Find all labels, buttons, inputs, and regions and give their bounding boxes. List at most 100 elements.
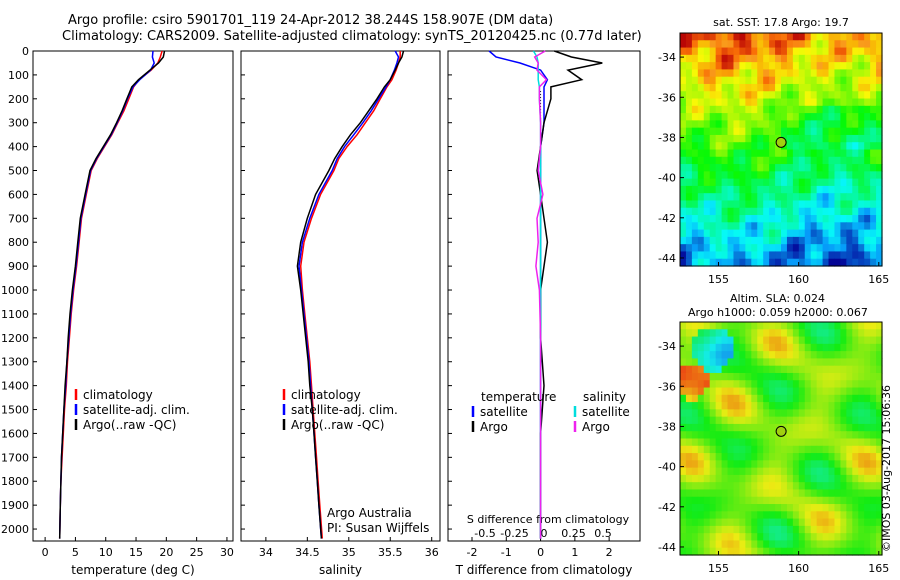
- sla-map-cell: [715, 445, 723, 454]
- sla-map-cell: [781, 460, 788, 469]
- sla-map-cell: [697, 504, 705, 512]
- sla-map-cell: [864, 460, 871, 469]
- sla-map-cell: [763, 387, 770, 396]
- sla-map-cell: [816, 533, 824, 542]
- sst-map-cell: [840, 207, 847, 216]
- sst-map-cell: [715, 91, 723, 100]
- sla-map-cell: [804, 474, 812, 483]
- sst-map-cell: [733, 113, 741, 121]
- sst-map-cell: [680, 171, 687, 180]
- sst-map-cell: [703, 127, 711, 136]
- sst-map-cell: [709, 120, 717, 129]
- sst-map-cell: [775, 258, 782, 267]
- sst-map-cell: [840, 164, 847, 172]
- sst-map-cell: [763, 76, 770, 85]
- sst-map-cell: [769, 33, 776, 41]
- sla-map-cell: [846, 547, 853, 556]
- sst-map-cell: [685, 83, 693, 92]
- sst-map-cell: [757, 120, 764, 129]
- sst-map-cell: [798, 171, 806, 180]
- sla-map-cell: [739, 402, 746, 410]
- sst-map-cell: [810, 91, 818, 100]
- sla-map-cell: [846, 416, 853, 425]
- sst-map-cell: [852, 200, 859, 209]
- sla-map-cell: [769, 387, 776, 396]
- sst-map-cell: [858, 54, 865, 63]
- sst-map-cell: [822, 69, 830, 78]
- depth-tick-label: 1500: [1, 404, 29, 417]
- sla-map-cell: [680, 540, 687, 549]
- sla-map-cell: [751, 351, 758, 360]
- sst-map-cell: [852, 62, 859, 71]
- sla-map-cell: [727, 322, 735, 330]
- sst-map-cell: [876, 69, 883, 78]
- sla-map-cell: [828, 336, 836, 345]
- sst-map-cell: [745, 258, 752, 267]
- sla-map-cell: [786, 504, 794, 512]
- sst-map-cell: [763, 258, 770, 267]
- sst-map-cell: [727, 127, 735, 136]
- sst-map-cell: [840, 142, 847, 151]
- sla-map-cell: [769, 431, 776, 440]
- sla-map-cell: [804, 423, 812, 432]
- sla-map-cell: [721, 431, 729, 440]
- sla-map-cell: [834, 322, 842, 330]
- sla-map-cell: [685, 343, 693, 352]
- s-diff-x-tick-label: -0.25: [500, 527, 528, 540]
- sla-map-cell: [715, 525, 723, 534]
- sst-map-cell: [697, 156, 705, 165]
- sla-map-cell: [834, 329, 842, 338]
- sst-map-cell: [810, 236, 818, 245]
- sla-map-cell: [804, 547, 812, 556]
- sla-map-cell: [680, 343, 687, 352]
- sla-map-cell: [810, 329, 818, 338]
- sst-map-cell: [804, 33, 812, 41]
- sla-map-cell: [846, 474, 853, 483]
- sst-map-cell: [846, 215, 853, 223]
- sla-map-cell: [733, 423, 741, 432]
- sla-map-cell: [680, 387, 687, 396]
- sla-map-cell: [834, 336, 842, 345]
- sla-map-cell: [727, 329, 735, 338]
- sla-map-cell: [822, 496, 830, 505]
- sst-map-cell: [697, 171, 705, 180]
- sla-map-cell: [852, 394, 859, 403]
- sla-map-cell: [680, 423, 687, 432]
- sla-map-cell: [685, 518, 693, 527]
- sla-map-cell: [680, 453, 687, 461]
- sst-map-cell: [745, 120, 752, 129]
- sst-map-cell: [858, 98, 865, 107]
- sla-map-cell: [733, 467, 741, 476]
- sst-map-cell: [876, 76, 883, 85]
- sla-map-cell: [786, 489, 794, 498]
- sla-map-cell: [751, 533, 758, 542]
- sst-map-cell: [804, 236, 812, 245]
- sla-map-cell: [715, 365, 723, 374]
- sst-map-cell: [763, 142, 770, 151]
- sla-y-tick-label: -44: [658, 541, 676, 554]
- sla-map-cell: [697, 518, 705, 527]
- sla-map-cell: [781, 343, 788, 352]
- sst-map-cell: [739, 62, 746, 71]
- sst-map-cell: [680, 83, 687, 92]
- sst-map-cell: [751, 200, 758, 209]
- sla-map-cell: [691, 540, 699, 549]
- sst-map-cell: [751, 258, 758, 267]
- sst-map-cell: [757, 164, 764, 172]
- sla-map-cell: [703, 540, 711, 549]
- sla-map-cell: [769, 343, 776, 352]
- sla-map-cell: [858, 431, 865, 440]
- sst-map-cell: [703, 215, 711, 223]
- sla-map-cell: [697, 365, 705, 374]
- sst-map-cell: [870, 251, 877, 260]
- sla-map-cell: [691, 329, 699, 338]
- sst-map-cell: [685, 200, 693, 209]
- sst-map-cell: [775, 33, 782, 41]
- sst-map-cell: [798, 47, 806, 56]
- sst-map-cell: [745, 127, 752, 136]
- sla-map-cell: [846, 460, 853, 469]
- sst-map-cell: [858, 193, 865, 202]
- sst-map-cell: [786, 164, 794, 172]
- sla-map-cell: [751, 423, 758, 432]
- sla-map-cell: [733, 372, 741, 381]
